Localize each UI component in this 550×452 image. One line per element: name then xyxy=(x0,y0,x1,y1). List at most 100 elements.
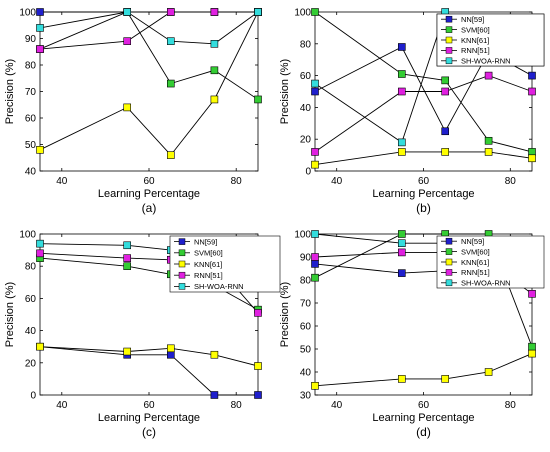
series-2-point xyxy=(397,230,406,238)
legend-marker xyxy=(445,15,453,23)
series-5-point xyxy=(397,239,406,247)
y-tick-label: 0 xyxy=(305,167,311,178)
y-axis-label: Precision (%) xyxy=(279,59,291,124)
series-2-point xyxy=(167,79,175,88)
y-tick-label: 20 xyxy=(300,135,312,146)
legend-entry: KNN[61] xyxy=(194,260,222,269)
legend-entry: SVM[60] xyxy=(461,25,490,34)
y-tick-label: 100 xyxy=(294,8,311,19)
legend-entry: RNN[51] xyxy=(461,268,490,277)
y-tick-label: 50 xyxy=(25,140,37,151)
series-3-point xyxy=(441,375,450,383)
x-tick-label: 60 xyxy=(418,176,430,187)
y-tick-label: 70 xyxy=(25,87,37,98)
series-1-point xyxy=(441,127,450,136)
x-tick-label: 80 xyxy=(231,400,243,411)
y-tick-label: 20 xyxy=(25,358,37,369)
legend-entry: SH-WOA-RNN xyxy=(194,282,244,291)
legend-marker xyxy=(445,248,453,255)
y-tick-label: 100 xyxy=(294,230,311,241)
x-tick-label: 40 xyxy=(331,176,343,187)
legend-marker xyxy=(445,36,453,44)
y-tick-label: 30 xyxy=(300,391,312,402)
series-4-point xyxy=(123,37,131,45)
legend: NN[59]SVM[60] KNN[61]RNN[51] SH-WOA-RNN xyxy=(436,235,545,289)
series-3-point xyxy=(397,148,406,156)
legend-entry: SVM[60] xyxy=(194,249,223,258)
legend-marker xyxy=(178,271,186,279)
x-tick-label: 60 xyxy=(418,400,430,411)
y-tick-label: 100 xyxy=(19,230,36,241)
series-line-3 xyxy=(314,353,533,387)
y-tick-label: 80 xyxy=(300,276,312,287)
series-3-point xyxy=(528,154,536,163)
series-1-point xyxy=(167,350,175,359)
series-3-point xyxy=(167,344,175,353)
series-1-point xyxy=(311,260,319,268)
y-tick-label: 80 xyxy=(25,262,37,273)
series-4-point xyxy=(528,289,536,298)
series-2-point xyxy=(441,76,450,85)
y-tick-label: 40 xyxy=(300,368,312,379)
series-1-point xyxy=(397,43,406,51)
series-line-3 xyxy=(39,11,259,156)
series-line-4 xyxy=(314,75,533,153)
series-1-point xyxy=(210,391,219,399)
y-tick-label: 60 xyxy=(300,71,312,82)
legend-entry: NN[59] xyxy=(461,15,484,24)
series-4-point xyxy=(254,309,262,317)
series-line-2 xyxy=(39,11,259,100)
series-3-point xyxy=(254,362,262,370)
series-3-point xyxy=(311,381,319,390)
series-4-point xyxy=(397,87,406,96)
legend-marker xyxy=(445,269,453,276)
legend-marker xyxy=(178,283,186,290)
series-4-point xyxy=(210,8,219,16)
series-5-point xyxy=(36,24,44,32)
x-axis-label: Learning Percentage xyxy=(372,412,474,424)
series-line-4 xyxy=(39,11,258,50)
series-2-point xyxy=(397,70,406,78)
series-4-point xyxy=(528,87,536,96)
legend-marker xyxy=(445,26,453,33)
legend-entry: RNN[51] xyxy=(461,46,490,55)
legend-marker xyxy=(445,279,453,287)
series-5-point xyxy=(311,79,319,88)
series-3-point xyxy=(397,375,406,383)
y-tick-label: 60 xyxy=(300,322,312,333)
series-3-point xyxy=(484,368,493,376)
panel-letter: (d) xyxy=(416,425,431,439)
legend-marker xyxy=(178,260,186,268)
y-tick-label: 90 xyxy=(300,253,312,264)
x-tick-label: 80 xyxy=(231,176,243,187)
y-axis-label: Precision (%) xyxy=(279,282,291,347)
series-4-point xyxy=(36,45,44,53)
chart-panel-4: 30 40 50 60 70 80 90 100 40 60 80 Learning Percenta… xyxy=(279,230,545,439)
x-tick-label: 60 xyxy=(143,176,155,187)
series-5-point xyxy=(167,37,175,45)
series-3-point xyxy=(311,160,319,169)
chart-panel-3: 0 20 40 60 80 100 40 60 80 Learning Percentage Pre… xyxy=(4,230,281,439)
x-tick-label: 80 xyxy=(505,400,517,411)
legend-marker xyxy=(178,249,186,257)
series-1-point xyxy=(36,8,44,16)
legend-marker xyxy=(445,258,453,266)
y-tick-label: 90 xyxy=(25,34,37,45)
panel-letter: (c) xyxy=(142,425,156,439)
x-axis-label: Learning Percentage xyxy=(98,412,200,424)
series-4-point xyxy=(123,254,131,262)
series-2-point xyxy=(528,342,536,351)
series-4-point xyxy=(397,248,406,257)
y-tick-label: 70 xyxy=(300,299,312,310)
series-1-point xyxy=(311,87,319,96)
series-2-point xyxy=(528,148,536,156)
series-1-point xyxy=(528,71,536,80)
legend-marker xyxy=(445,57,453,65)
series-3-point xyxy=(528,349,536,358)
series-3-point xyxy=(123,347,131,356)
x-tick-label: 60 xyxy=(143,400,155,411)
series-3-point xyxy=(210,350,219,359)
series-3-point xyxy=(167,151,175,159)
